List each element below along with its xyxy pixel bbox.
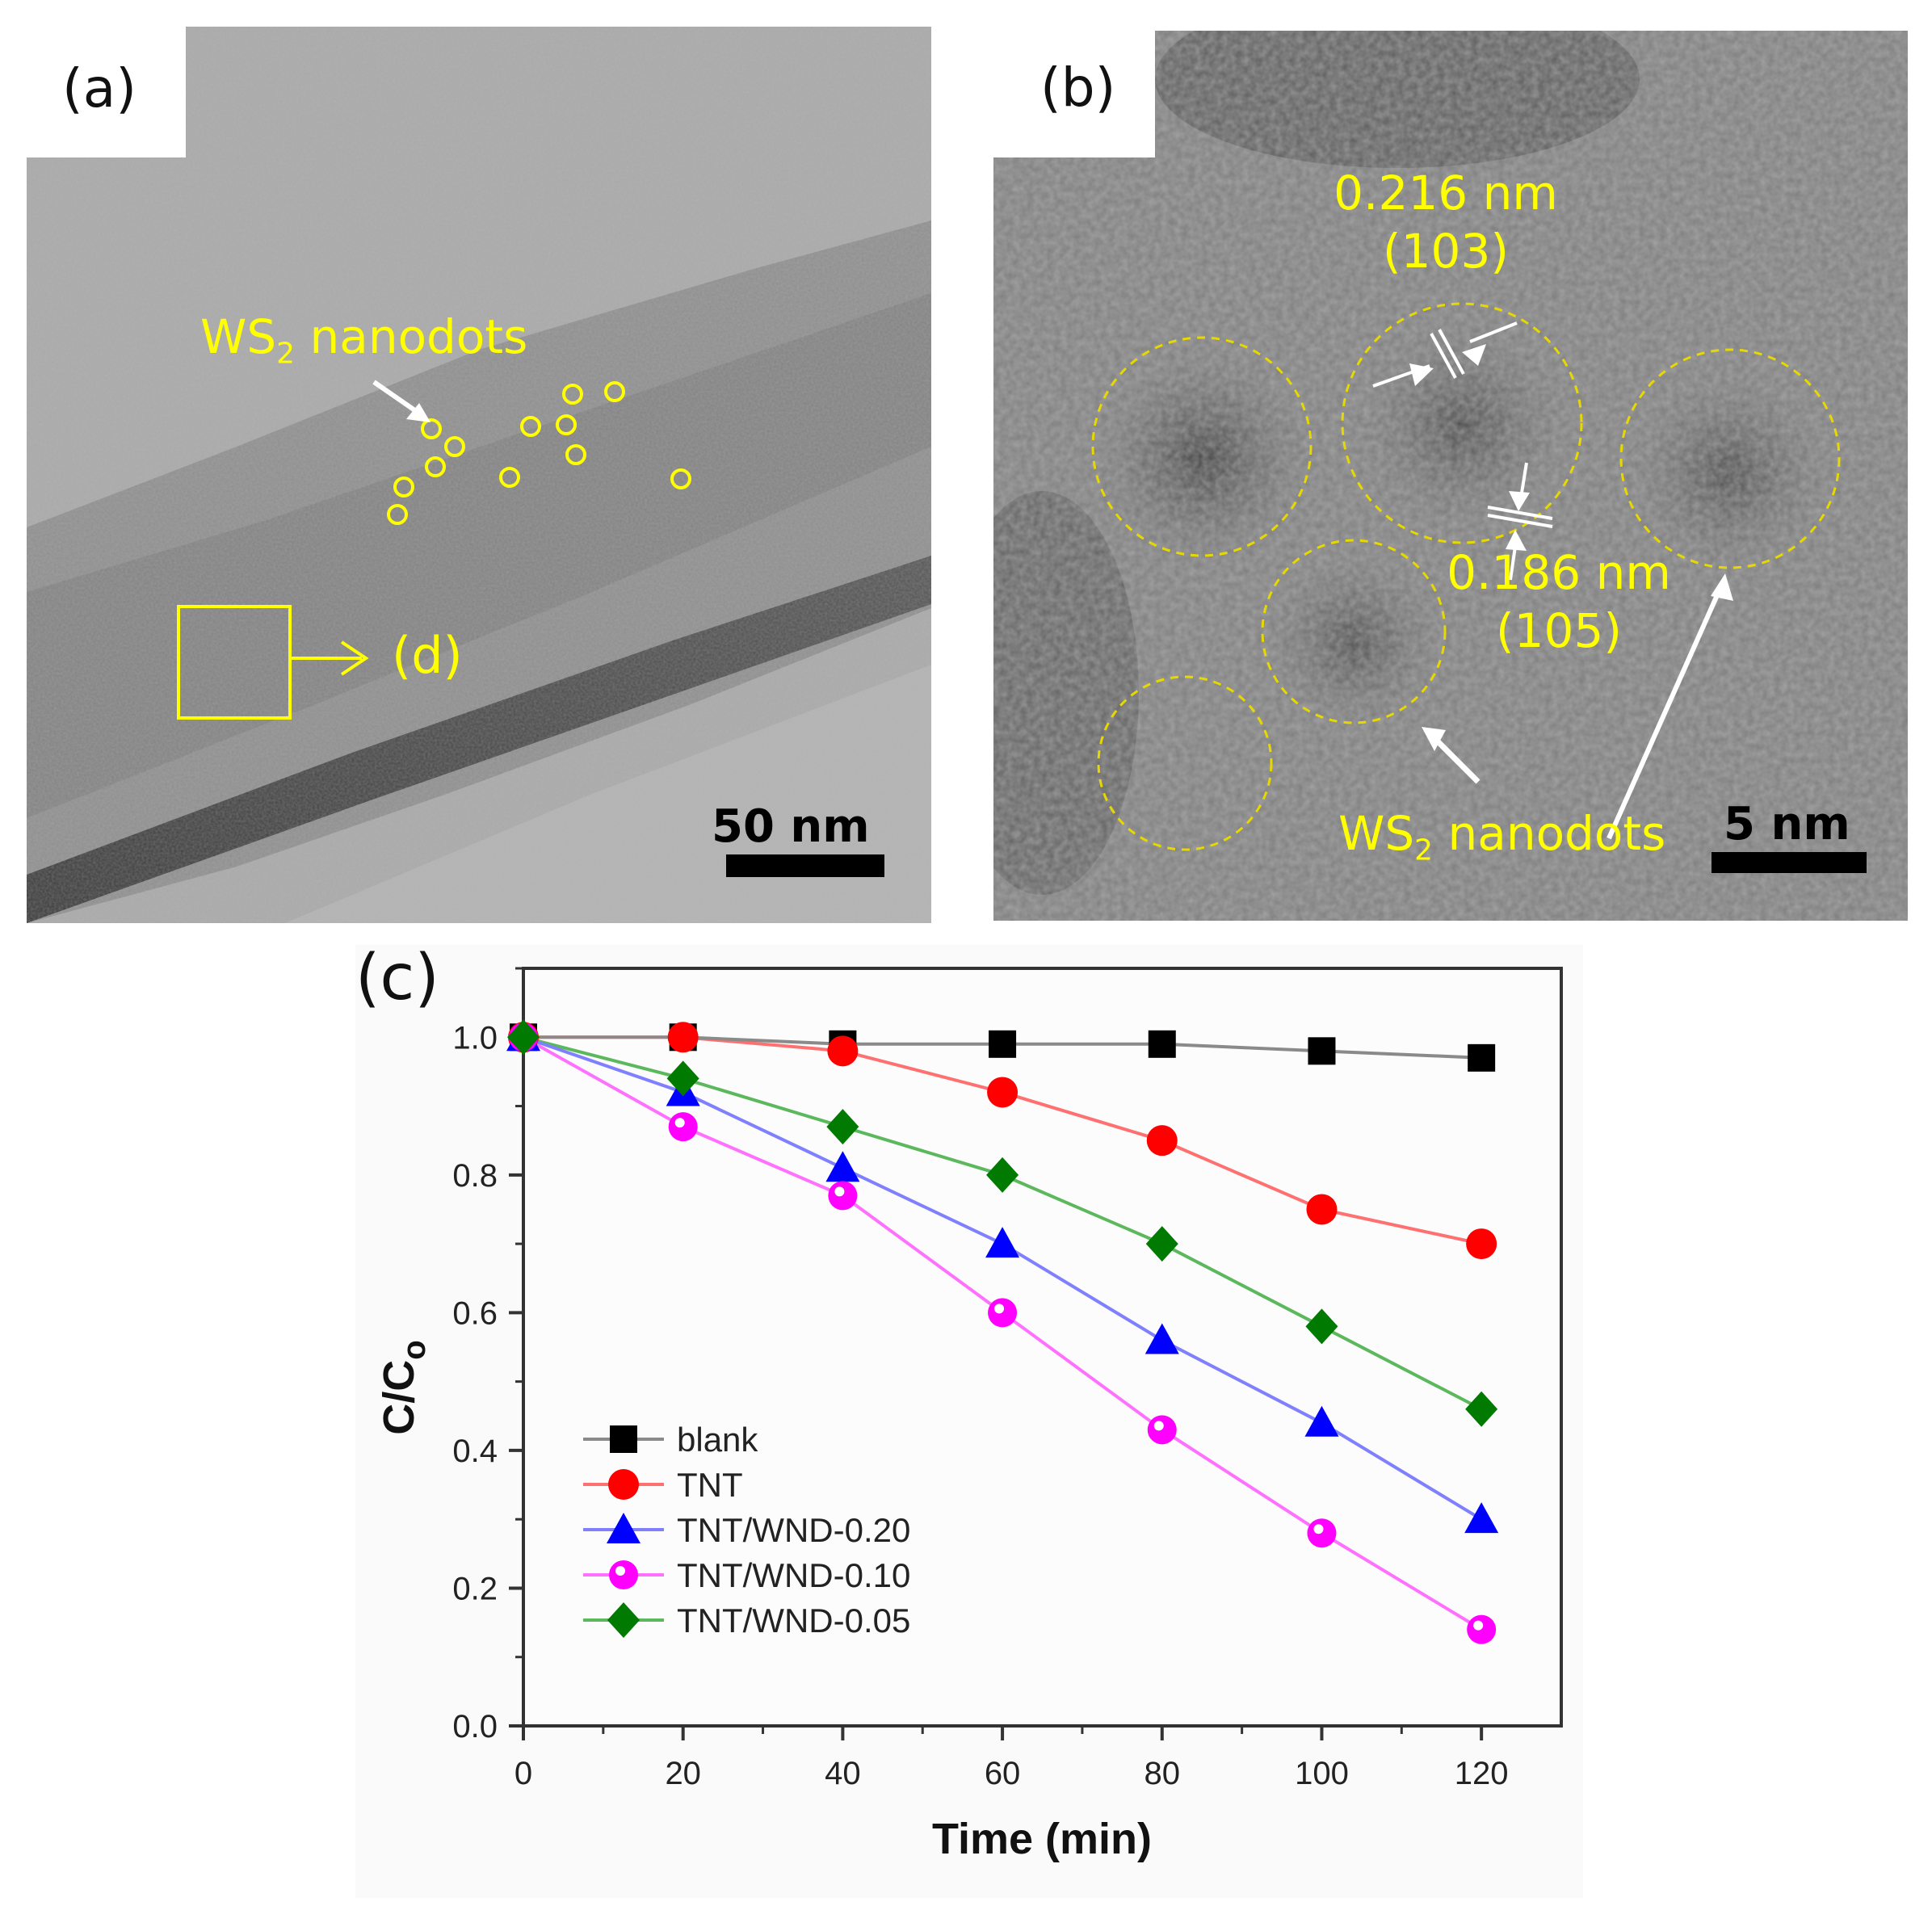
annotation-text: WS — [200, 309, 277, 364]
y-tick-label: 0.0 — [452, 1709, 498, 1744]
data-point — [1144, 1323, 1179, 1354]
x-tick-label: 20 — [665, 1756, 701, 1791]
annotation-subscript: 2 — [276, 337, 296, 371]
data-point — [1305, 1308, 1338, 1345]
data-point — [1465, 1391, 1498, 1427]
x-tick-label: 100 — [1295, 1756, 1349, 1791]
annotation-subscript: 2 — [1414, 833, 1434, 867]
data-point — [986, 1157, 1019, 1193]
data-point — [1304, 1405, 1339, 1437]
data-point — [988, 1298, 1018, 1328]
data-point — [1467, 1614, 1497, 1644]
nanodot-markers — [387, 381, 691, 525]
data-point — [1145, 1226, 1178, 1262]
degradation-chart: 0 20 40 60 80 100 120 0.0 0.2 0.4 0.6 0.8 1.0 blank T… — [375, 967, 1563, 1863]
spacing-value-2: 0.186 nm — [1447, 545, 1671, 600]
data-point — [985, 1227, 1020, 1258]
data-point — [507, 1019, 540, 1056]
tem-image-a — [27, 27, 931, 923]
scale-bar-b — [1712, 852, 1867, 873]
data-point — [987, 1077, 1018, 1108]
arrow-right-icon — [290, 640, 369, 676]
scale-bar-label-b: 5 nm — [1724, 798, 1850, 850]
plane-index-2: (105) — [1496, 603, 1622, 658]
legend-label: TNT/WND-0.20 — [677, 1511, 910, 1549]
annotation-text: WS — [1338, 806, 1415, 861]
data-point — [667, 1022, 699, 1053]
legend-label: blank — [677, 1421, 758, 1459]
legend-label: TNT/WND-0.10 — [677, 1556, 910, 1594]
data-point — [668, 1112, 698, 1142]
y-tick-label: 0.6 — [452, 1295, 498, 1331]
x-tick-label: 120 — [1455, 1756, 1509, 1791]
nanodots-annotation-b: WS2 nanodots — [1338, 806, 1665, 867]
inset-d-box — [177, 605, 292, 720]
panel-label-c: (c) — [355, 945, 439, 1014]
panel-label-b: (b) — [1040, 57, 1116, 119]
data-point — [1147, 1415, 1177, 1445]
y-tick-label: 1.0 — [452, 1020, 498, 1056]
data-point — [1308, 1037, 1336, 1065]
chart-legend: blank TNT TNT/WND-0.20 TNT/WND-0.10 TNT/WND-… — [583, 1421, 910, 1639]
data-point — [1466, 1228, 1497, 1260]
scale-bar-label-a: 50 nm — [712, 800, 870, 853]
x-tick-label: 80 — [1144, 1756, 1181, 1791]
data-point — [826, 1109, 859, 1145]
plane-index-1: (103) — [1383, 224, 1509, 279]
data-point — [825, 1151, 860, 1182]
x-tick-label: 40 — [825, 1756, 861, 1791]
data-point — [1464, 1502, 1499, 1534]
chart-series — [506, 1019, 1499, 1644]
data-point — [1148, 1030, 1176, 1058]
inset-d-label: (d) — [392, 626, 463, 685]
data-point — [1306, 1194, 1338, 1225]
panel-a-tem-image: (a) WS2 nanodots (d) 50 nm — [27, 27, 931, 923]
data-point — [1146, 1125, 1178, 1157]
data-point — [828, 1181, 858, 1211]
arrow-icon — [372, 380, 430, 422]
lattice-spacing-103: 0.216 nm (103) — [1317, 164, 1575, 280]
annotation-text-rest: nanodots — [295, 309, 528, 364]
legend-marker — [607, 1513, 640, 1543]
data-point — [827, 1035, 859, 1067]
hrtem-image-b — [993, 31, 1908, 921]
spacing-value-1: 0.216 nm — [1334, 166, 1558, 220]
x-axis-label: Time (min) — [932, 1815, 1152, 1863]
y-tick-label: 0.4 — [452, 1434, 498, 1469]
nanodots-annotation-a: WS2 nanodots — [200, 309, 527, 371]
y-tick-label: 0.8 — [452, 1158, 498, 1194]
legend-marker — [608, 1469, 639, 1500]
data-point — [989, 1030, 1017, 1058]
nanodot-outlines — [1091, 302, 1841, 851]
y-axis-label: C/Co — [375, 1340, 432, 1434]
data-point — [666, 1060, 699, 1097]
panel-c-chart: (c) 0 20 40 60 80 100 120 0.0 0.2 0.4 0.6 0.8 1.0 bl… — [355, 945, 1583, 1898]
y-tick-label: 0.2 — [452, 1571, 498, 1606]
annotation-text-rest: nanodots — [1433, 806, 1666, 861]
data-point — [1468, 1043, 1496, 1072]
legend-label: TNT/WND-0.05 — [677, 1602, 910, 1639]
legend-marker — [610, 1425, 637, 1453]
panel-label-a: (a) — [62, 57, 136, 120]
nanodots-arrows — [1422, 573, 1733, 840]
x-tick-label: 0 — [514, 1756, 532, 1791]
lattice-spacing-105: 0.186 nm (105) — [1430, 544, 1688, 660]
arrow-icons — [1409, 344, 1530, 551]
chart-axes: 0 20 40 60 80 100 120 0.0 0.2 0.4 0.6 0.8 1.0 — [452, 967, 1563, 1791]
panel-b-hrtem-image: (b) 0.216 nm (103) 0.186 nm (105) WS2 na… — [993, 31, 1908, 921]
data-point — [1307, 1518, 1337, 1548]
x-tick-label: 60 — [985, 1756, 1021, 1791]
legend-marker — [609, 1560, 638, 1589]
legend-label: TNT — [677, 1466, 743, 1504]
scale-bar-a — [726, 854, 884, 877]
legend-marker — [607, 1602, 640, 1638]
